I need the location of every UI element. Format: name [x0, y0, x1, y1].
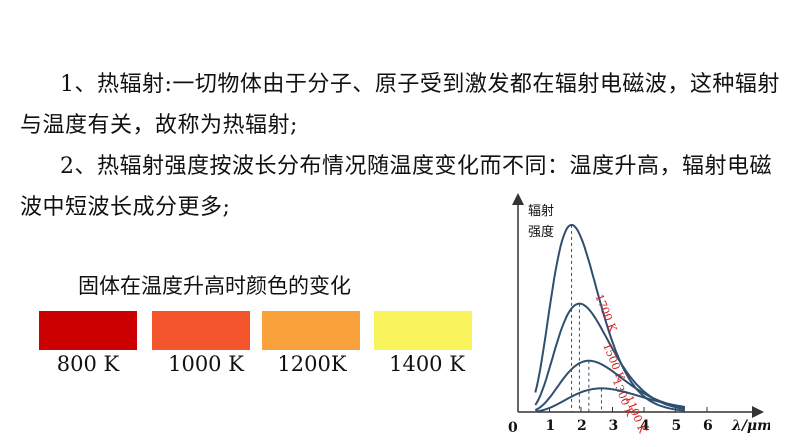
x-tick-label: 6	[703, 418, 713, 434]
curve-label: 1700 K	[592, 292, 619, 334]
x-tick-label: 2	[577, 418, 587, 434]
swatch-1000k	[152, 311, 250, 350]
x-tick-label: 4	[640, 418, 650, 434]
x-axis-label: λ/μm	[731, 418, 770, 434]
swatch-label-1200k: 1200K	[277, 352, 347, 376]
swatch-label-1400k: 1400 K	[389, 352, 465, 376]
curve-label: 1500 K	[600, 341, 627, 383]
paragraph-2: 2、热辐射强度按波长分布情况随温度变化而不同：温度升高，辐射电磁波中短波长成分更…	[20, 154, 772, 220]
x-tick-label: 3	[609, 418, 619, 434]
paragraph-1: 1、热辐射:一切物体由于分子、原子受到激发都在辐射电磁波，这种辐射与温度有关，故…	[20, 72, 780, 138]
x-tick-label: 1	[546, 418, 556, 434]
swatch-1200k	[262, 311, 360, 350]
swatch-label-1000k: 1000 K	[168, 352, 244, 376]
y-axis-label: 强度	[528, 224, 554, 240]
swatch-1400k	[374, 311, 472, 350]
x-tick-label: 5	[672, 418, 682, 434]
y-axis-label: 辐射	[528, 203, 554, 219]
curve-1100k	[535, 387, 686, 413]
curve-1700k	[534, 223, 685, 412]
swatch-title: 固体在温度升高时颜色的变化	[78, 274, 351, 298]
swatch-label-800k: 800 K	[56, 352, 120, 376]
origin-label: 0	[508, 420, 518, 436]
swatch-800k	[39, 311, 137, 350]
